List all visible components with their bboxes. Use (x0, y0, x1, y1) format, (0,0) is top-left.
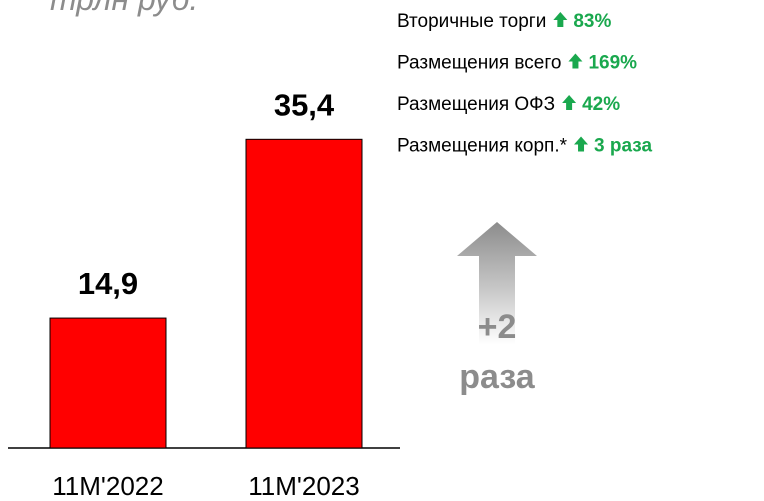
annotation-label: Размещения корп.* (397, 136, 568, 157)
annotation-change: 169% (588, 53, 637, 74)
annotation-change: 83% (573, 11, 611, 32)
bar (49, 317, 167, 449)
up-arrow-icon (562, 95, 577, 110)
annotation-label: Вторичные торги (397, 11, 546, 32)
growth-arrow (457, 222, 537, 345)
growth-unit: раза (459, 358, 536, 396)
annotation-change: 3 раза (594, 136, 652, 157)
annotation-label: Размещения ОФЗ (397, 94, 555, 115)
x-tick-label: 11M'2023 (248, 471, 359, 501)
annotation-label: Размещения всего (397, 53, 561, 74)
up-arrow-icon (574, 136, 589, 152)
up-arrow-icon (568, 53, 583, 69)
value-label: 14,9 (78, 266, 138, 301)
growth-value: +2 (478, 308, 517, 346)
annotation-change: 42% (582, 94, 620, 115)
up-arrow-icon (553, 12, 568, 27)
chart-title: трлн руб. (50, 0, 198, 17)
x-tick-label: 11M'2022 (52, 471, 163, 501)
value-label: 35,4 (274, 87, 335, 122)
bar (245, 138, 363, 449)
